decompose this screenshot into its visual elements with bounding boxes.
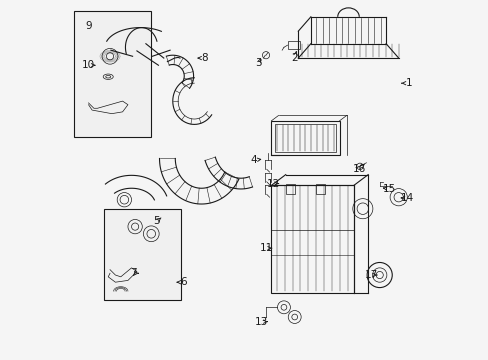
Text: 10: 10 <box>82 60 95 70</box>
Text: 8: 8 <box>202 53 208 63</box>
Bar <box>274 124 335 152</box>
Text: 3: 3 <box>255 58 262 68</box>
Text: 14: 14 <box>400 193 413 203</box>
Text: 5: 5 <box>153 216 160 226</box>
Bar <box>287 41 300 49</box>
Bar <box>271 185 353 293</box>
Text: 16: 16 <box>352 164 365 174</box>
Text: 9: 9 <box>85 21 92 31</box>
Text: 11: 11 <box>259 243 272 253</box>
Text: 2: 2 <box>291 53 297 63</box>
Bar <box>271 121 339 155</box>
Bar <box>74 12 151 137</box>
Text: 13: 13 <box>255 317 268 327</box>
Bar <box>316 184 325 194</box>
Text: 6: 6 <box>180 277 186 287</box>
Text: 15: 15 <box>382 184 396 194</box>
Text: 1: 1 <box>406 78 412 88</box>
Bar <box>104 209 181 300</box>
Text: 12: 12 <box>266 179 279 189</box>
Text: 7: 7 <box>130 268 136 278</box>
Text: 4: 4 <box>250 155 256 165</box>
Bar <box>285 184 294 194</box>
Text: 17: 17 <box>365 270 378 280</box>
